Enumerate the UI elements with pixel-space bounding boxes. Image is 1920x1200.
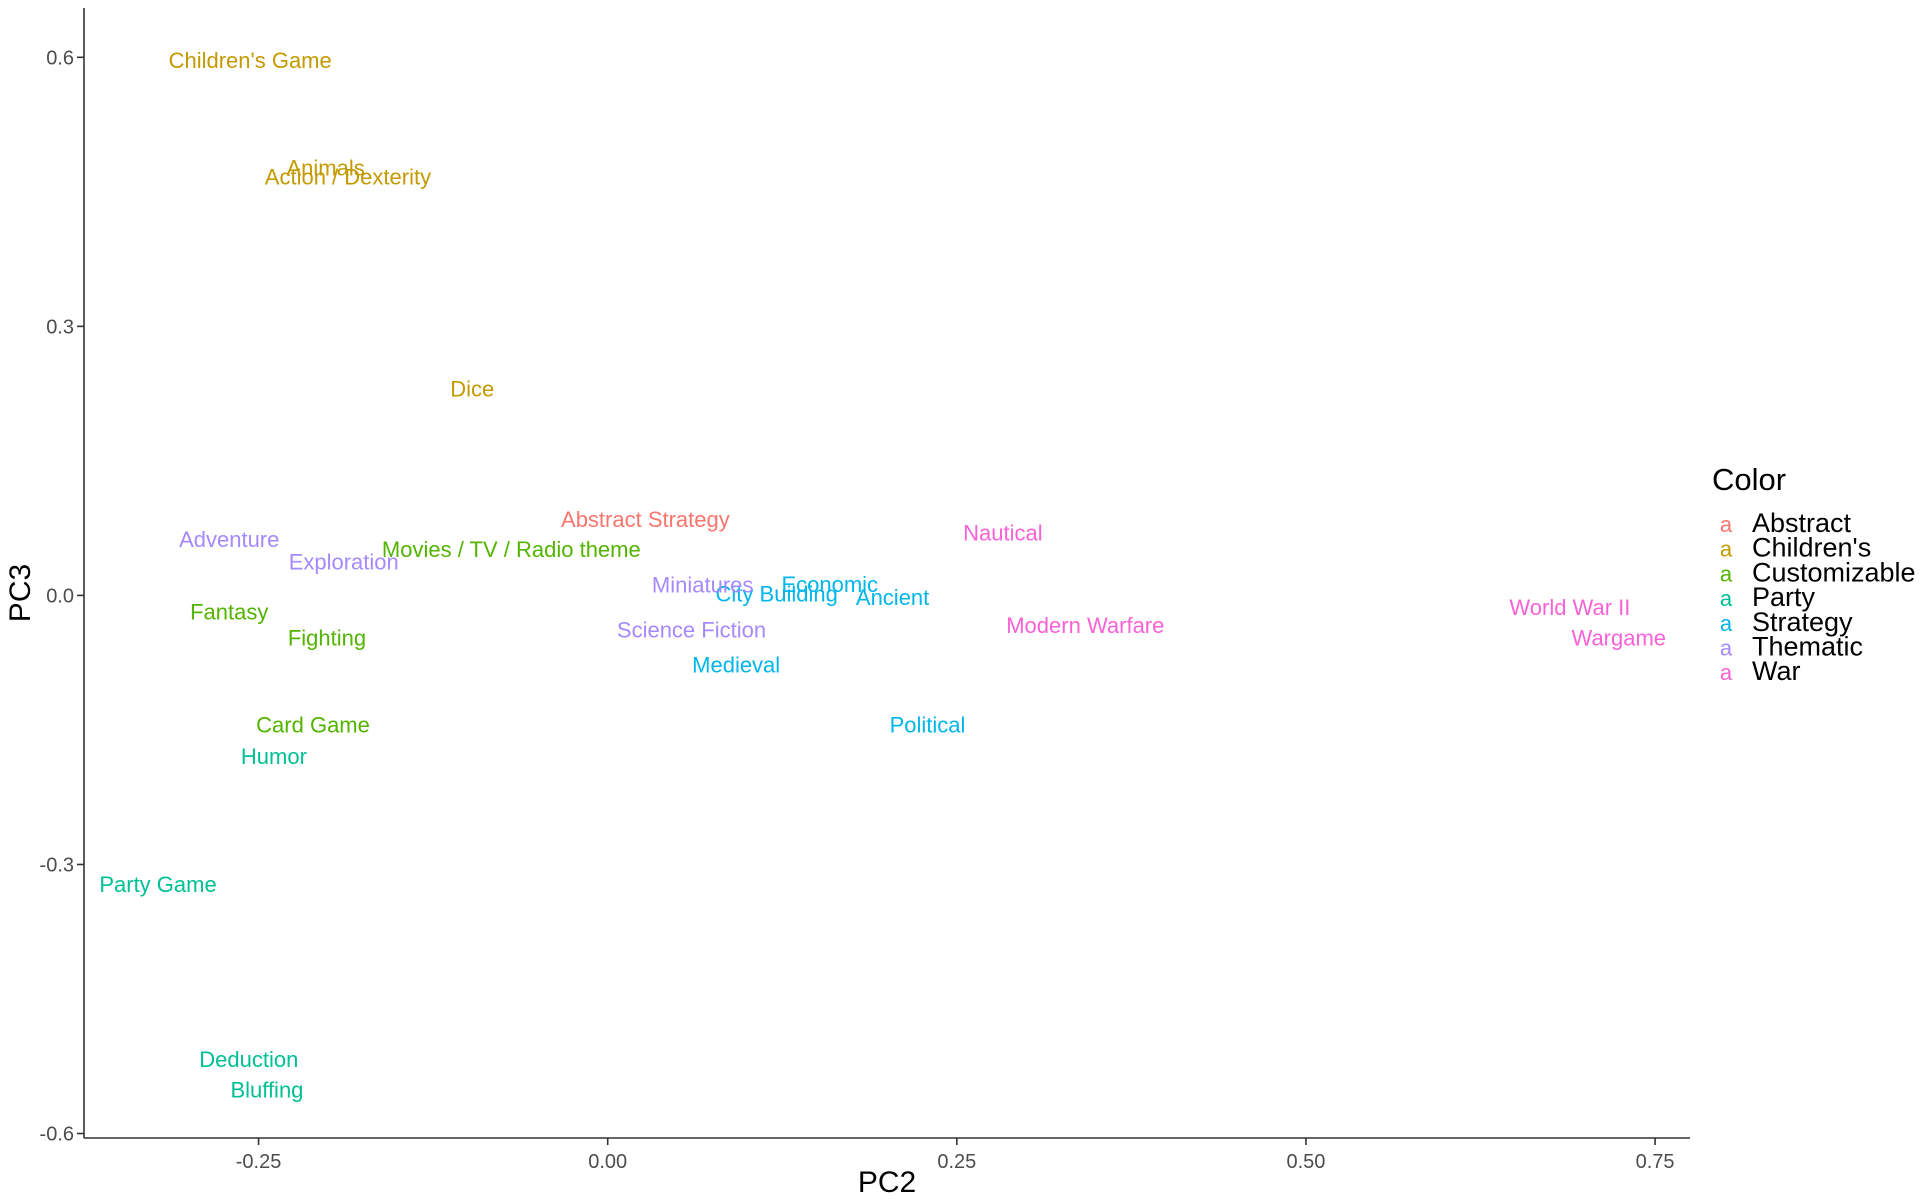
- point-label: Exploration: [289, 549, 399, 574]
- legend-key: a: [1720, 537, 1733, 562]
- point-label: Wargame: [1572, 626, 1667, 651]
- point-label: Dice: [450, 376, 494, 401]
- legend-label: War: [1752, 656, 1801, 686]
- axes: [83, 8, 1690, 1139]
- point-label: Card Game: [256, 713, 370, 738]
- y-tick-label: -0.3: [40, 854, 74, 876]
- point-label: Deduction: [199, 1047, 298, 1072]
- x-tick-label: 0.75: [1636, 1151, 1675, 1173]
- x-tick-label: 0.25: [937, 1151, 976, 1173]
- legend-key: a: [1720, 561, 1733, 586]
- legend-key: a: [1720, 636, 1733, 661]
- point-label: Animals: [286, 156, 364, 181]
- legend-label: Abstract: [1752, 508, 1852, 538]
- point-label: World War II: [1509, 595, 1630, 620]
- legend-label: Thematic: [1752, 632, 1863, 662]
- point-label: Economic: [781, 572, 878, 597]
- y-tick-label: 0.3: [46, 316, 74, 338]
- y-axis-ticks: 0.6 0.3 0.0 -0.3 -0.6: [40, 47, 84, 1146]
- y-axis-title: PC3: [4, 564, 37, 622]
- point-label: Fantasy: [190, 600, 268, 625]
- x-tick-label: 0.50: [1286, 1151, 1325, 1173]
- legend-key: a: [1720, 611, 1733, 636]
- point-label: Movies / TV / Radio theme: [382, 537, 641, 562]
- x-axis-ticks: -0.25 0.00 0.25 0.50 0.75: [236, 1138, 1675, 1173]
- point-label: Action / Dexterity: [265, 165, 431, 190]
- point-label: Medieval: [692, 652, 780, 677]
- point-label: Political: [890, 713, 966, 738]
- point-label: Fighting: [288, 626, 366, 651]
- point-label: Science Fiction: [617, 618, 766, 643]
- y-tick-label: 0.6: [46, 47, 74, 69]
- point-label: Party Game: [99, 872, 216, 897]
- legend-key: a: [1720, 660, 1733, 685]
- point-label: Nautical: [963, 521, 1042, 546]
- x-tick-label: 0.00: [588, 1151, 627, 1173]
- point-label: Bluffing: [230, 1078, 303, 1103]
- legend-label: Children's: [1752, 533, 1871, 563]
- legend-key: a: [1720, 586, 1733, 611]
- y-tick-label: -0.6: [40, 1124, 74, 1146]
- legend-label: Party: [1752, 582, 1816, 612]
- point-label: Children's Game: [169, 48, 332, 73]
- legend-label: Customizable: [1752, 557, 1916, 587]
- x-axis-title: PC2: [858, 1166, 916, 1199]
- point-label: City Building: [716, 582, 838, 607]
- legend-key: a: [1720, 512, 1733, 537]
- legend-title: Color: [1712, 462, 1786, 497]
- legend: Color a Abstract a Children's a Customizable a…: [1712, 462, 1916, 686]
- point-label: Miniatures: [652, 573, 753, 598]
- x-tick-label: -0.25: [236, 1151, 282, 1173]
- point-label: Adventure: [179, 527, 279, 552]
- legend-label: Strategy: [1752, 607, 1853, 637]
- point-label: Modern Warfare: [1006, 613, 1164, 638]
- y-tick-label: 0.0: [46, 585, 74, 607]
- point-label: Humor: [241, 744, 307, 769]
- point-label: Abstract Strategy: [561, 507, 730, 532]
- point-label: Ancient: [856, 585, 929, 610]
